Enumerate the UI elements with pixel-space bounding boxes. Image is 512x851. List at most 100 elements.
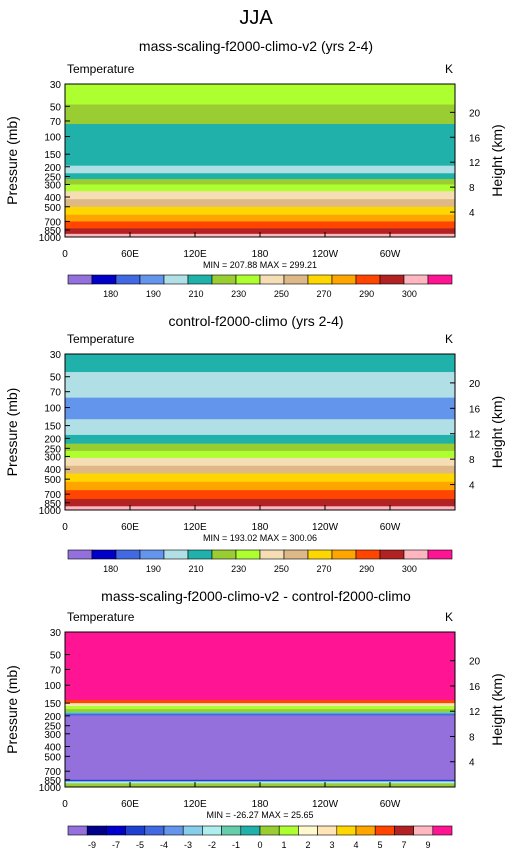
colorbar-label: 290 (359, 289, 374, 299)
colorbar-label: 230 (231, 289, 246, 299)
panel-title: mass-scaling-f2000-climo-v2 - control-f2… (101, 588, 411, 604)
x-tick-label: 0 (62, 799, 68, 810)
contour-band (65, 450, 455, 459)
colorbar-box (187, 549, 213, 560)
y2-tick-label: 16 (469, 133, 481, 144)
y2-tick-label: 8 (469, 183, 475, 194)
colorbar-box (91, 549, 117, 560)
x-tick-label: 60W (380, 799, 401, 810)
contour-band (65, 705, 455, 710)
colorbar-box (67, 825, 88, 836)
y-tick-label: 30 (50, 80, 62, 91)
colorbar-label: 7 (401, 840, 406, 850)
colorbar-box (115, 274, 141, 285)
colorbar-box (202, 825, 222, 836)
contour-band (65, 713, 455, 716)
contour-band (65, 397, 455, 420)
y2-tick-label: 4 (469, 758, 475, 769)
x-tick-label: 60W (380, 522, 401, 533)
colorbar-label: 250 (274, 289, 289, 299)
colorbar-box (221, 825, 242, 836)
y2-tick-label: 20 (469, 657, 481, 668)
colorbar-box (163, 549, 189, 560)
colorbar-box (144, 825, 165, 836)
colorbar-box (106, 825, 126, 836)
y-tick-label: 250 (44, 444, 61, 455)
panel-right-label: K (445, 62, 453, 76)
colorbar-box (283, 274, 309, 285)
colorbar-box (307, 549, 333, 560)
contour-band (65, 221, 455, 229)
contour-band (65, 711, 455, 714)
colorbar-box (86, 825, 107, 836)
contour-band (65, 779, 455, 782)
contour-band (65, 191, 455, 200)
colorbar-box (235, 274, 261, 285)
y2-tick-label: 16 (469, 404, 481, 415)
colorbar-label: -4 (160, 840, 168, 850)
contour-band (65, 84, 455, 105)
colorbar-box (187, 274, 213, 285)
colorbar-box (432, 825, 453, 836)
panel-title: mass-scaling-f2000-climo-v2 (yrs 2-4) (139, 38, 373, 54)
colorbar-box (355, 549, 381, 560)
x-tick-label: 180 (252, 522, 269, 533)
contour-band (65, 419, 455, 436)
panel-2: control-f2000-climo (yrs 2-4) Temperature… (4, 313, 505, 574)
y2-tick-label: 4 (469, 481, 475, 492)
y-tick-label: 100 (44, 133, 61, 144)
panel-3: mass-scaling-f2000-climo-v2 - control-f2… (4, 588, 505, 850)
colorbar-label: -2 (208, 840, 216, 850)
contour-band (65, 703, 455, 707)
contour-band (65, 354, 455, 373)
colorbar-label: 300 (402, 289, 417, 299)
colorbar-box (211, 274, 237, 285)
contour-band (65, 700, 455, 704)
colorbar-box (163, 274, 189, 285)
y-tick-label: 500 (44, 203, 61, 214)
colorbar-box (283, 549, 309, 560)
y-tick-label: 70 (50, 665, 62, 676)
y-tick-label: 1000 (39, 233, 62, 244)
colorbar-box (139, 549, 165, 560)
panel-right-label: K (445, 332, 453, 346)
contour-band (65, 481, 455, 491)
colorbar-label: 180 (103, 289, 118, 299)
colorbar-box (374, 825, 395, 836)
y-tick-label: 500 (44, 752, 61, 763)
contour-band (65, 146, 455, 167)
y-tick-label: 30 (50, 350, 62, 361)
y2-tick-label: 8 (469, 732, 475, 743)
colorbar-box (394, 825, 414, 836)
y-tick-label: 30 (50, 628, 62, 639)
y-tick-label: 400 (44, 742, 61, 753)
y2-tick-label: 20 (469, 108, 481, 119)
y-tick-label: 150 (44, 422, 61, 433)
y-tick-label: 700 (44, 490, 61, 501)
y-tick-label: 850 (44, 226, 61, 237)
x-tick-label: 120E (183, 249, 207, 260)
colorbar-box (125, 825, 146, 836)
contour-band (65, 228, 455, 235)
colorbar-box (115, 549, 141, 560)
min-max-stats: MIN = 193.02 MAX = 300.06 (203, 533, 317, 543)
y-tick-label: 700 (44, 767, 61, 778)
y-tick-label: 300 (44, 180, 61, 191)
colorbar-box (278, 825, 299, 836)
contour-band (65, 123, 455, 147)
x-tick-label: 60E (121, 799, 139, 810)
contour-band (65, 206, 455, 216)
contour-band (65, 457, 455, 467)
colorbar-label: 180 (103, 564, 118, 574)
panel-left-label: Temperature (67, 62, 135, 76)
x-tick-label: 180 (252, 799, 269, 810)
y-tick-label: 300 (44, 730, 61, 741)
colorbar-label: -9 (88, 840, 96, 850)
y-tick-label: 400 (44, 193, 61, 204)
y2-tick-label: 12 (469, 158, 481, 169)
contour-band (65, 434, 455, 445)
colorbar-box (427, 274, 453, 285)
colorbar-label: 230 (231, 564, 246, 574)
y2-tick-label: 20 (469, 379, 481, 390)
y-tick-label: 50 (50, 373, 62, 384)
